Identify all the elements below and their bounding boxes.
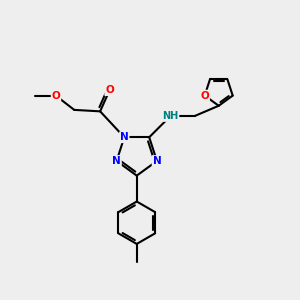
Text: N: N [120, 132, 129, 142]
Text: O: O [200, 91, 209, 100]
Text: NH: NH [162, 111, 178, 121]
Text: O: O [105, 85, 114, 95]
Text: N: N [112, 156, 121, 166]
Text: N: N [152, 156, 161, 166]
Text: O: O [52, 91, 60, 101]
